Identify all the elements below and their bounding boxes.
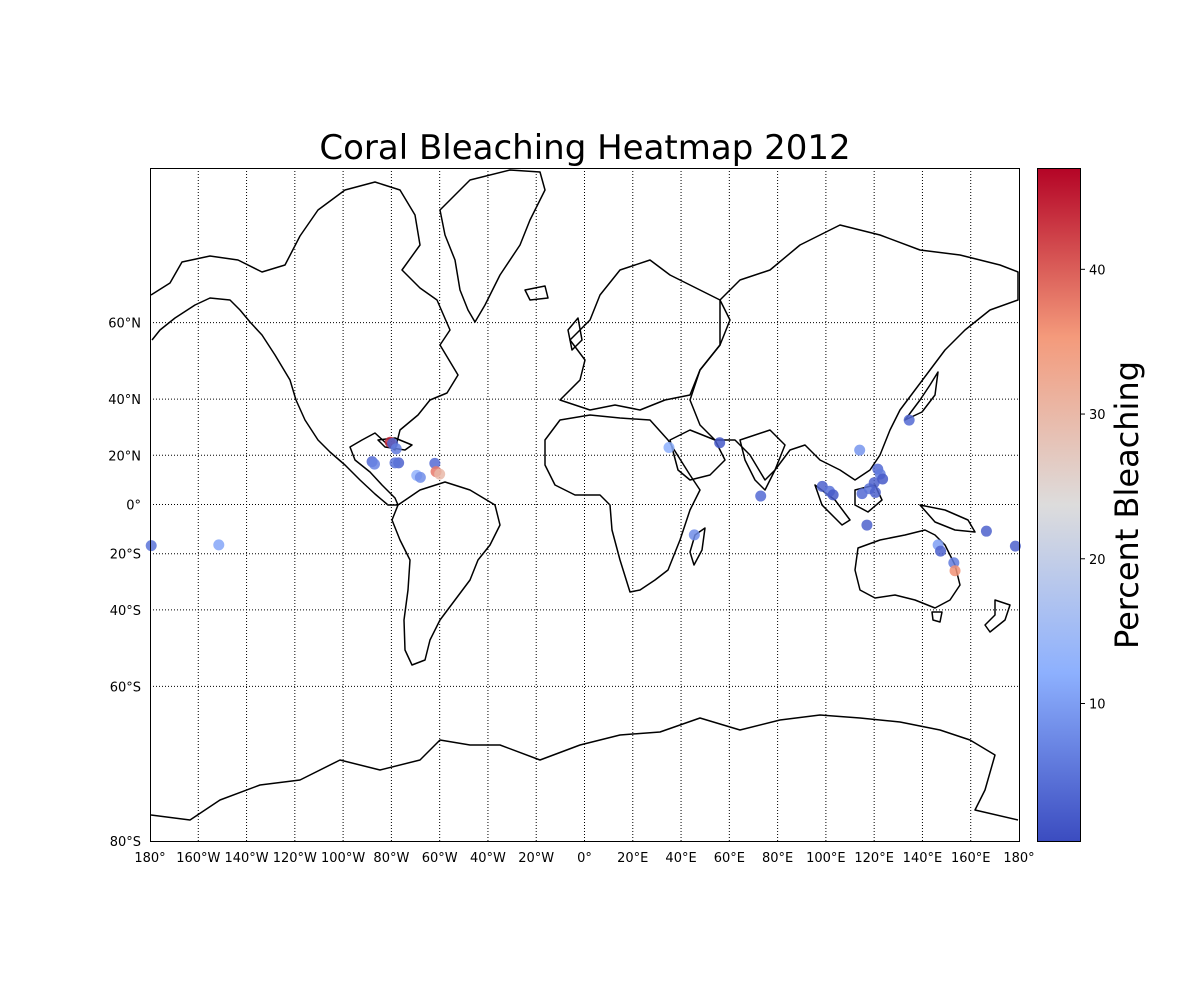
landmass-iceland — [524, 285, 549, 301]
lon-tick-label: 140°W — [224, 851, 268, 866]
lat-tick-label: 40°S — [110, 604, 141, 619]
bleaching-point — [877, 473, 889, 485]
bleaching-point — [949, 565, 961, 577]
lon-tick-label: 120°E — [854, 851, 894, 866]
lon-tick-label: 40°W — [470, 851, 506, 866]
graticule — [150, 168, 1019, 841]
lat-tick-label: 60°N — [108, 317, 141, 332]
longitude-labels: 180° 160°W 140°W 120°W 100°W 80°W 60°W 40°W 20°W… — [134, 851, 1034, 866]
landmass-india — [739, 429, 786, 491]
lat-tick-label: 20°S — [110, 548, 141, 563]
landmass-australia — [854, 529, 961, 609]
landmass-africa — [544, 414, 701, 593]
lon-tick-label: 160°E — [951, 851, 991, 866]
lat-tick-label: 60°S — [110, 680, 141, 695]
landmass-antarctica — [150, 714, 1019, 821]
bleaching-point — [434, 468, 446, 480]
colorbar — [1037, 168, 1081, 842]
continent-outlines — [150, 169, 1019, 821]
bleaching-point — [213, 539, 225, 551]
landmass-asia — [689, 224, 1019, 481]
bleaching-point — [390, 443, 402, 455]
landmass-new-zealand — [984, 599, 1011, 633]
landmass-japan — [904, 371, 939, 421]
colorbar-tick-label: 30 — [1089, 408, 1106, 423]
landmass-tasmania — [931, 611, 943, 623]
bleaching-point — [755, 490, 767, 502]
lon-tick-label: 140°E — [903, 851, 943, 866]
lon-tick-label: 100°W — [321, 851, 365, 866]
landmass-south-america — [391, 481, 501, 666]
lon-tick-label: 0° — [577, 851, 592, 866]
bleaching-point — [414, 471, 426, 483]
colorbar-label: Percent Bleaching — [1108, 360, 1146, 650]
landmass-uk — [567, 317, 583, 351]
lon-tick-label: 80°E — [762, 851, 793, 866]
map-title: Coral Bleaching Heatmap 2012 — [319, 128, 851, 168]
lat-tick-label: 20°N — [108, 449, 141, 464]
lat-tick-label: 80°S — [110, 835, 141, 850]
lon-tick-label: 20°E — [617, 851, 648, 866]
bleaching-point — [714, 437, 726, 449]
bleaching-point — [1009, 540, 1021, 552]
lat-tick-label: 0° — [126, 499, 141, 514]
colorbar-tick-label: 10 — [1089, 698, 1106, 713]
lon-tick-label: 20°W — [518, 851, 554, 866]
bleaching-point — [854, 444, 866, 456]
lon-tick-label: 100°E — [806, 851, 846, 866]
landmass-arabia — [669, 429, 726, 481]
bleaching-point — [868, 477, 880, 489]
lon-tick-label: 180° — [134, 851, 165, 866]
bleaching-point — [663, 442, 675, 454]
landmass-greenland — [439, 169, 546, 323]
bleaching-point — [389, 457, 401, 469]
bleaching-point — [145, 540, 157, 552]
bleaching-point — [861, 519, 873, 531]
lon-tick-label: 80°W — [373, 851, 409, 866]
bleaching-point — [869, 486, 881, 498]
colorbar-tick-label: 20 — [1089, 553, 1106, 568]
bleaching-point — [688, 529, 700, 541]
lon-tick-label: 180° — [1003, 851, 1034, 866]
bleaching-point — [903, 414, 915, 426]
bleaching-point — [429, 457, 441, 469]
colorbar-ticks: 10 20 30 40 — [1081, 263, 1106, 713]
latitude-labels: 60°N 40°N 20°N 0° 20°S 40°S 60°S 80°S — [108, 317, 141, 850]
lat-tick-label: 40°N — [108, 393, 141, 408]
bleaching-point — [827, 489, 839, 501]
lon-tick-label: 120°W — [273, 851, 317, 866]
landmass-north-america — [150, 181, 459, 506]
landmass-new-guinea — [919, 504, 976, 533]
bleaching-points — [145, 414, 1021, 577]
bleaching-point — [980, 525, 992, 537]
map-frame — [150, 168, 1020, 842]
lon-tick-label: 60°E — [714, 851, 745, 866]
lon-tick-label: 40°E — [665, 851, 696, 866]
landmass-madagascar — [689, 527, 706, 566]
lon-tick-label: 160°W — [176, 851, 220, 866]
bleaching-point — [935, 545, 947, 557]
colorbar-tick-label: 40 — [1089, 263, 1106, 278]
landmass-europe — [559, 259, 731, 411]
lon-tick-label: 60°W — [422, 851, 458, 866]
bleaching-point — [368, 458, 380, 470]
